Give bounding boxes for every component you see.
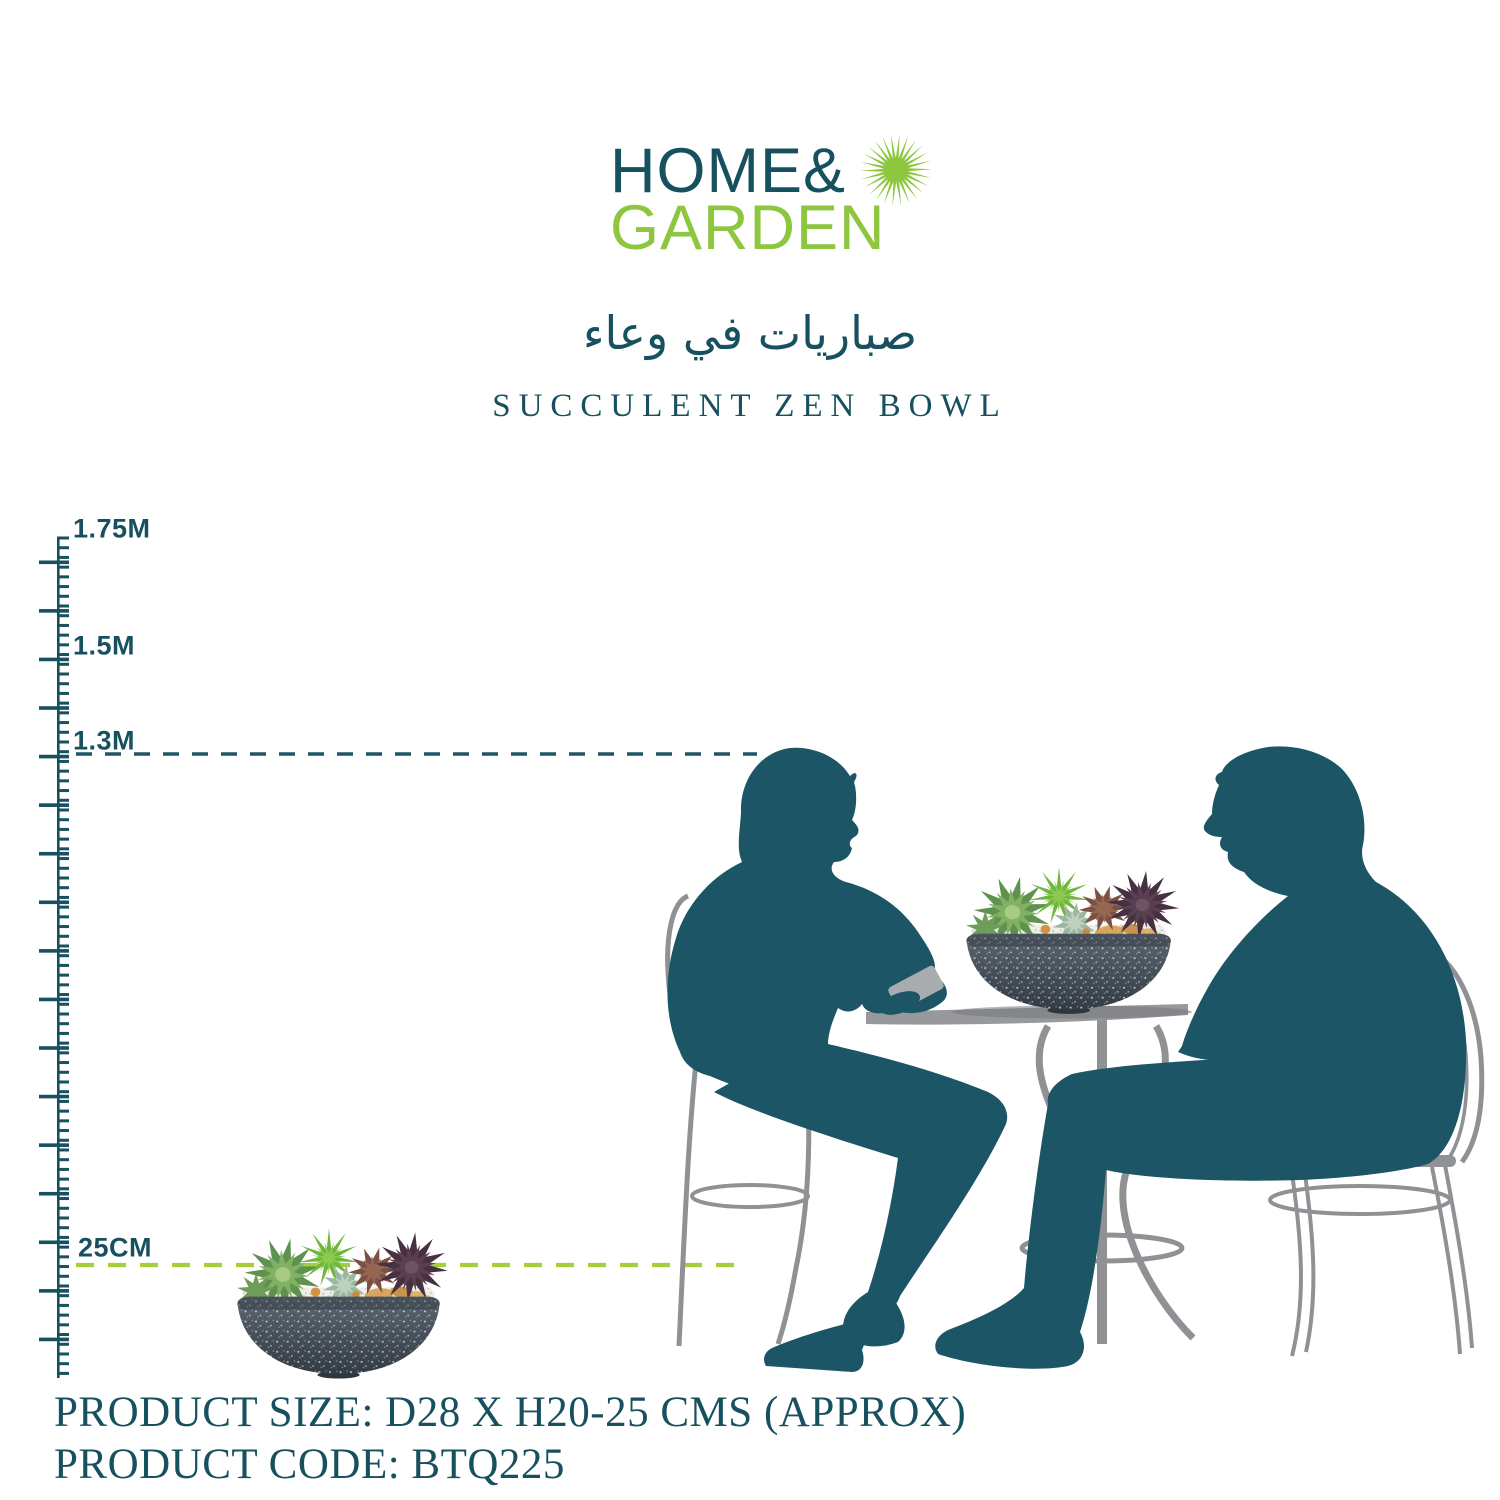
person-right-body	[935, 746, 1467, 1369]
person-silhouette-right	[935, 746, 1467, 1369]
person-silhouette-left	[667, 747, 1008, 1372]
ruler-mark-175m: 1.75M	[73, 513, 151, 544]
product-code-text: PRODUCT CODE: BTQ225	[54, 1441, 565, 1488]
product-size-text: PRODUCT SIZE: D28 X H20-25 CMS (APPROX)	[54, 1389, 967, 1436]
person-left-body	[667, 747, 1008, 1372]
brand-logo-home: HOME&	[610, 136, 847, 206]
brand-logo: HOME& GARDEN	[610, 140, 886, 260]
product-title-arabic: صباريات في وعاء	[582, 306, 918, 360]
ruler-mark-13m: 1.3M	[73, 725, 136, 756]
succulent-bowl-on-floor	[237, 1228, 448, 1379]
starburst-icon	[860, 134, 932, 206]
person-left-far-leg	[714, 1076, 946, 1347]
ruler-mark-25cm: 25CM	[78, 1232, 153, 1263]
succulent-bowl-on-table	[966, 867, 1180, 1014]
product-title-english: SUCCULENT ZEN BOWL	[492, 388, 1008, 424]
brand-logo-garden: GARDEN	[610, 193, 886, 263]
ruler-mark-15m: 1.5M	[73, 630, 136, 661]
height-ruler	[39, 536, 69, 1378]
